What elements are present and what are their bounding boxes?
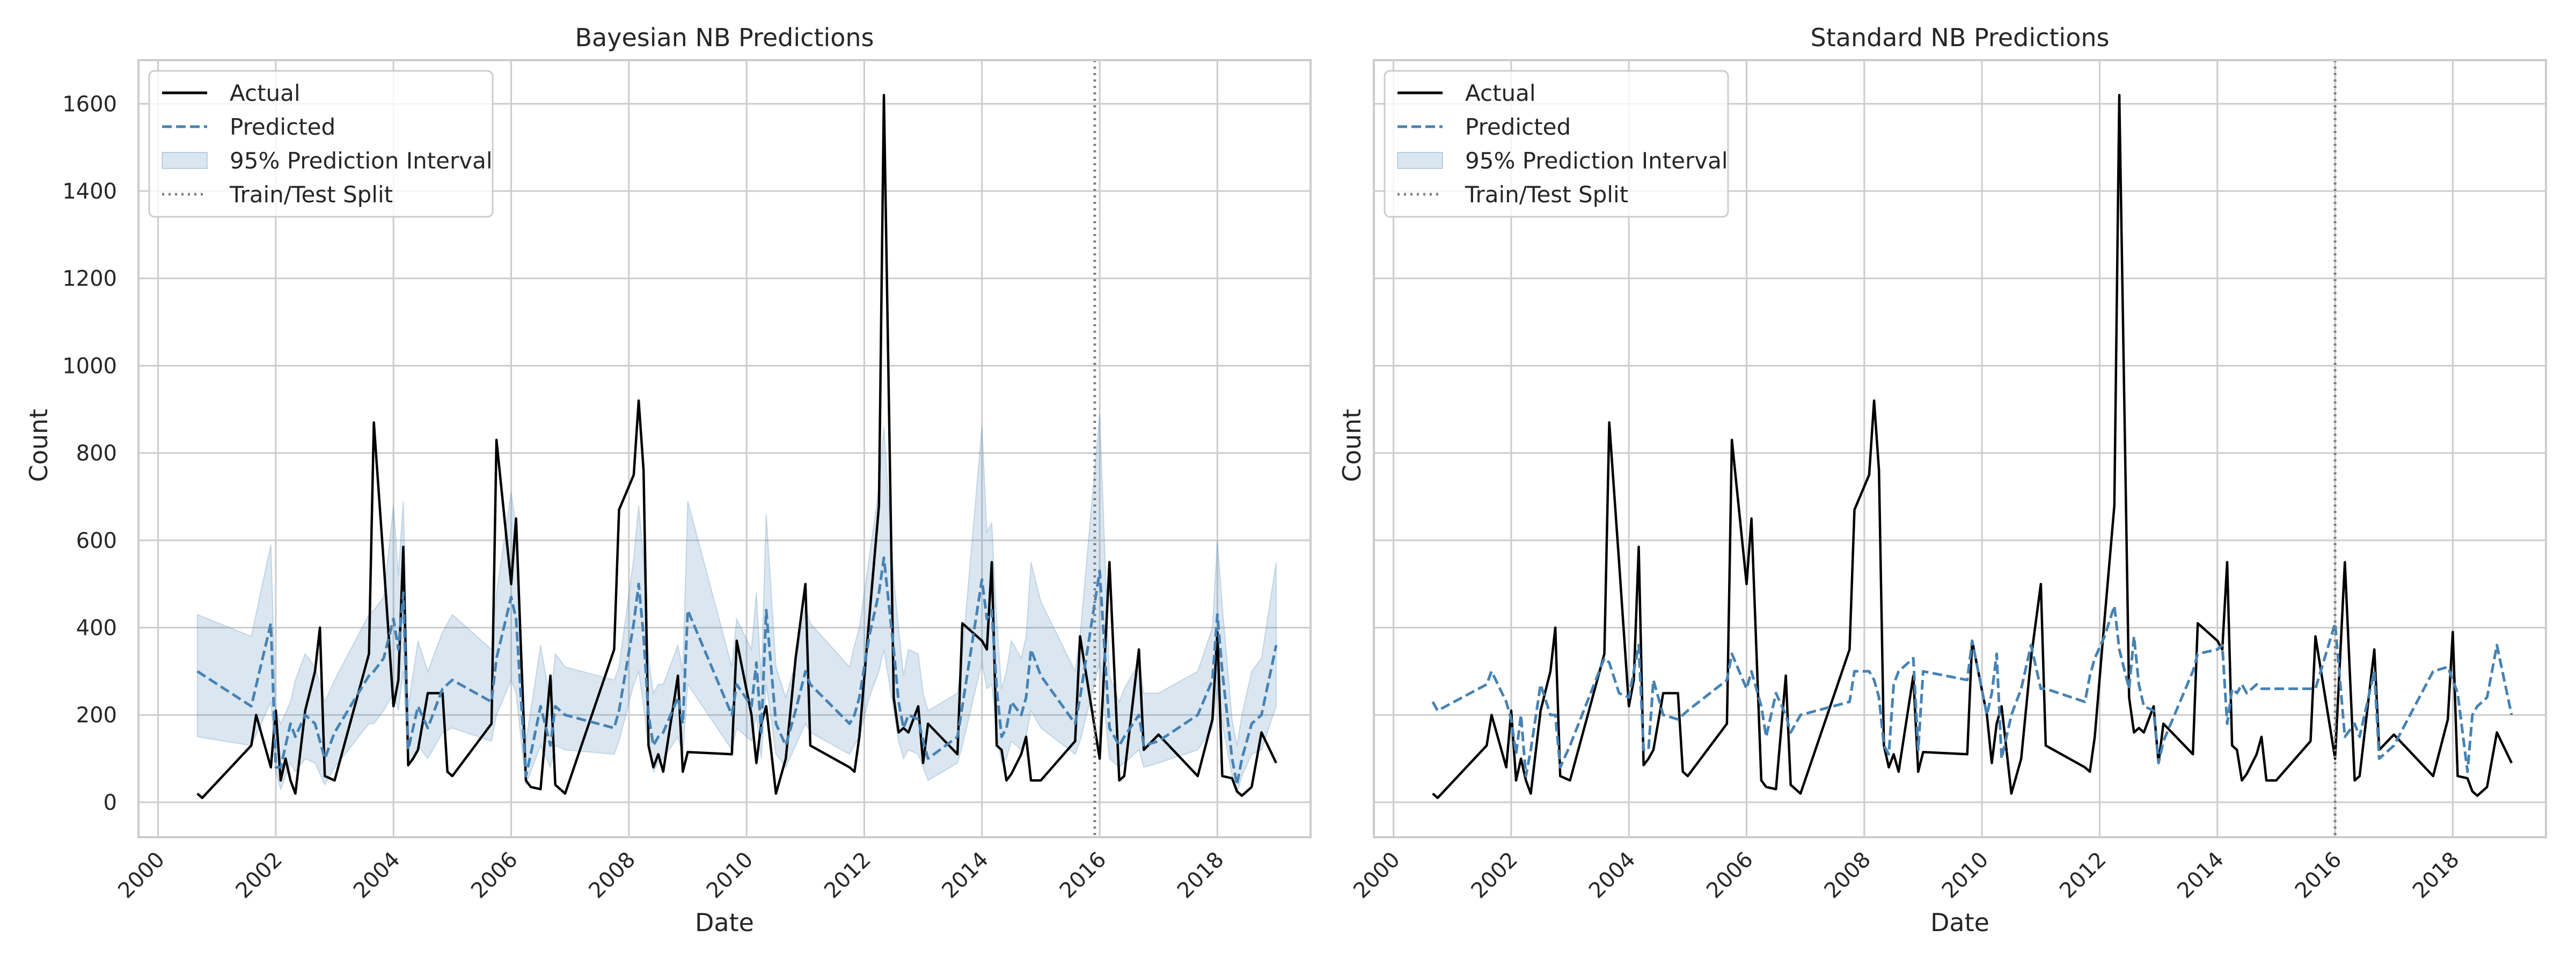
predicted-series-line [1431, 604, 2513, 778]
legend-predicted-label: Predicted [230, 114, 335, 140]
legend-interval-swatch [162, 152, 208, 169]
x-axis-label: Date [1930, 908, 1989, 937]
y-tick-label: 1200 [62, 267, 117, 291]
legend-box [1384, 70, 1729, 218]
legend: Actual Predicted 95% Prediction Interval… [148, 70, 494, 218]
prediction-interval-band [196, 413, 1277, 796]
plot-frame [137, 59, 1312, 838]
y-axis-label: Count [24, 409, 53, 482]
legend-split-label: Train/Test Split [229, 181, 393, 208]
y-tick-label: 400 [76, 616, 117, 641]
legend-interval-label: 95% Prediction Interval [230, 148, 493, 174]
x-axis-label: Date [695, 908, 754, 937]
y-tick-label: 800 [76, 441, 117, 466]
y-axis-label: Count [1337, 409, 1366, 482]
plot-frame [1373, 59, 2547, 838]
bayesian-nb-panel: Bayesian NB Predictions Date Count 0 200 4… [24, 23, 1312, 937]
y-tick-label: 1600 [62, 92, 117, 116]
predicted-series-line [196, 556, 1278, 786]
y-tick-label: 200 [76, 703, 117, 728]
legend-interval-label: 95% Prediction Interval [1465, 148, 1728, 174]
legend-box [148, 70, 494, 218]
chart-title: Bayesian NB Predictions [575, 23, 874, 52]
legend-actual-label: Actual [1465, 80, 1536, 106]
legend: Actual Predicted 95% Prediction Interval… [1384, 70, 1729, 218]
legend-actual-label: Actual [230, 80, 301, 106]
chart-title: Standard NB Predictions [1811, 23, 2110, 52]
legend-predicted-label: Predicted [1465, 114, 1571, 140]
y-tick-label: 1400 [62, 179, 117, 204]
actual-series-line [1432, 93, 2513, 800]
y-tick-label: 0 [104, 791, 117, 815]
legend-split-label: Train/Test Split [1465, 181, 1628, 208]
y-tick-label: 600 [76, 529, 117, 553]
y-tick-label: 1000 [62, 354, 117, 378]
standard-nb-panel: Standard NB Predictions Date Count 2000 2… [1337, 23, 2547, 937]
legend-interval-swatch [1397, 152, 1443, 169]
